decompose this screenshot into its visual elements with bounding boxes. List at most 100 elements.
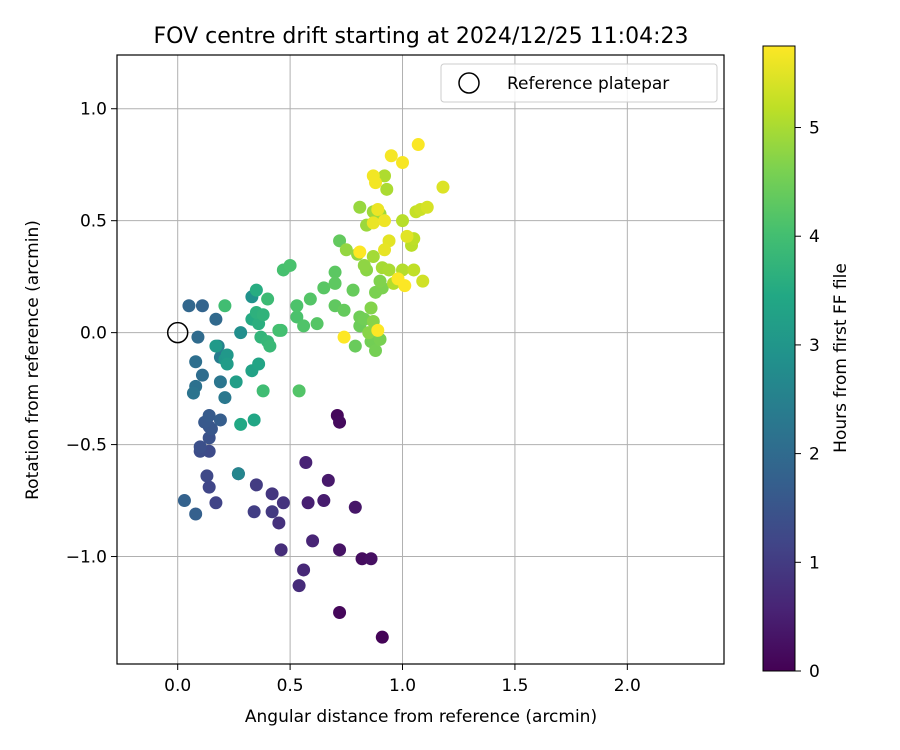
data-point bbox=[182, 299, 196, 313]
data-point bbox=[299, 455, 313, 469]
x-tick-label: 0.0 bbox=[164, 676, 191, 696]
data-point bbox=[420, 200, 434, 214]
data-point bbox=[337, 303, 351, 317]
data-point bbox=[177, 494, 191, 508]
data-point bbox=[371, 323, 385, 337]
reference-point-icon bbox=[166, 321, 189, 344]
y-tick-label: 0.0 bbox=[80, 324, 107, 344]
data-point bbox=[369, 344, 383, 358]
colorbar-tick-label: 4 bbox=[809, 227, 820, 247]
data-point bbox=[265, 487, 279, 501]
data-point bbox=[209, 312, 223, 326]
data-point bbox=[328, 276, 342, 290]
data-point bbox=[371, 202, 385, 216]
x-tick-label: 0.5 bbox=[277, 676, 304, 696]
data-point bbox=[209, 339, 223, 353]
data-point bbox=[366, 250, 380, 264]
data-point bbox=[283, 258, 297, 272]
data-point bbox=[220, 357, 234, 371]
data-point bbox=[234, 417, 248, 431]
data-point bbox=[234, 326, 248, 340]
data-point bbox=[337, 330, 351, 344]
colorbar-label: Hours from first FF file bbox=[831, 263, 851, 453]
data-point bbox=[274, 543, 288, 557]
data-point bbox=[202, 480, 216, 494]
data-point bbox=[378, 214, 392, 228]
data-point bbox=[373, 274, 387, 288]
data-point bbox=[378, 243, 392, 257]
data-point bbox=[247, 505, 261, 519]
colorbar-tick-label: 3 bbox=[809, 336, 820, 356]
data-point bbox=[378, 169, 392, 183]
data-point bbox=[321, 473, 335, 487]
data-point bbox=[348, 339, 362, 353]
data-point bbox=[407, 263, 421, 277]
data-point bbox=[333, 415, 347, 429]
colorbar-tick-label: 2 bbox=[809, 445, 820, 465]
data-point bbox=[346, 283, 360, 297]
legend: Reference platepar bbox=[440, 63, 718, 103]
data-point bbox=[396, 155, 410, 169]
data-point bbox=[333, 234, 347, 248]
data-point bbox=[218, 299, 232, 313]
colorbar-gradient bbox=[762, 45, 796, 672]
data-point bbox=[366, 216, 380, 230]
colorbar-tick-label: 5 bbox=[809, 119, 820, 139]
legend-label: Reference platepar bbox=[507, 74, 669, 94]
data-point bbox=[191, 330, 205, 344]
x-tick-label: 1.5 bbox=[501, 676, 528, 696]
y-tick-label: −0.5 bbox=[66, 436, 107, 456]
data-point bbox=[384, 149, 398, 163]
data-point bbox=[328, 265, 342, 279]
data-point bbox=[195, 368, 209, 382]
data-point bbox=[411, 138, 425, 152]
data-point bbox=[416, 274, 430, 288]
data-point bbox=[265, 505, 279, 519]
x-tick-label: 1.0 bbox=[389, 676, 416, 696]
data-point bbox=[355, 552, 369, 566]
data-point bbox=[301, 496, 315, 510]
data-point bbox=[382, 263, 396, 277]
data-point bbox=[369, 176, 383, 190]
data-point bbox=[202, 408, 216, 422]
data-point bbox=[272, 516, 286, 530]
colorbar-ticks: 0 1 2 3 4 5 bbox=[795, 119, 820, 682]
data-points bbox=[177, 138, 450, 644]
data-point bbox=[220, 348, 234, 362]
data-point bbox=[195, 299, 209, 313]
data-point bbox=[292, 579, 306, 593]
y-axis-label: Rotation from reference (arcmin) bbox=[23, 220, 43, 500]
data-point bbox=[218, 391, 232, 405]
data-point bbox=[261, 292, 275, 306]
data-point bbox=[189, 507, 203, 521]
colorbar: 0 1 2 3 4 5 Hours from first FF file bbox=[762, 45, 851, 682]
reference-marker bbox=[166, 321, 189, 344]
data-point bbox=[317, 281, 331, 295]
data-point bbox=[229, 375, 243, 389]
data-point bbox=[348, 500, 362, 514]
data-point bbox=[297, 319, 311, 333]
data-point bbox=[436, 180, 450, 194]
data-point bbox=[317, 494, 331, 508]
x-axis-ticks: 0.0 0.5 1.0 1.5 2.0 bbox=[164, 664, 641, 696]
data-point bbox=[189, 355, 203, 369]
data-point bbox=[200, 469, 214, 483]
data-point bbox=[213, 375, 227, 389]
data-point bbox=[256, 384, 270, 398]
x-axis-label: Angular distance from reference (arcmin) bbox=[245, 707, 597, 727]
data-point bbox=[391, 272, 405, 286]
chart-title: FOV centre drift starting at 2024/12/25 … bbox=[154, 24, 689, 49]
data-point bbox=[263, 339, 277, 353]
data-point bbox=[231, 467, 245, 481]
legend-marker-icon bbox=[458, 72, 480, 94]
data-point bbox=[400, 229, 414, 243]
x-tick-label: 2.0 bbox=[614, 676, 641, 696]
data-point bbox=[353, 245, 367, 259]
data-point bbox=[292, 384, 306, 398]
data-point bbox=[306, 534, 320, 548]
colorbar-tick-label: 1 bbox=[809, 553, 820, 573]
data-point bbox=[256, 308, 270, 322]
data-point bbox=[353, 200, 367, 214]
data-point bbox=[310, 317, 324, 331]
